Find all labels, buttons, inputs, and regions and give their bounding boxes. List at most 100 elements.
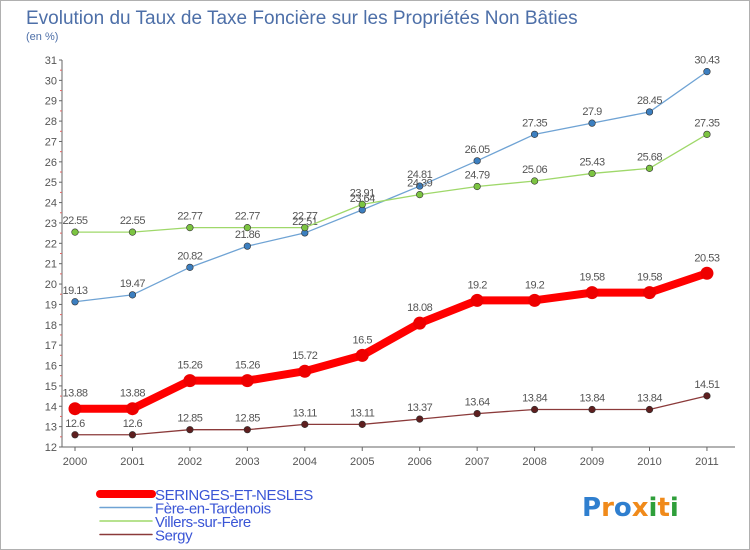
legend-item: SERINGES-ET-NESLES (96, 487, 314, 504)
data-label: 13.88 (120, 388, 145, 400)
data-point (585, 286, 599, 300)
data-point (645, 164, 654, 172)
data-label: 13.84 (580, 393, 605, 405)
y-tick-label: 15 (45, 381, 57, 393)
data-point (128, 291, 137, 299)
legend-label: Sergy (155, 528, 193, 545)
logo-letter: o (614, 493, 632, 523)
series-line (74, 395, 708, 436)
data-label: 28.45 (637, 95, 662, 107)
data-label: 13.88 (62, 388, 87, 400)
logo-letter: r (601, 493, 614, 523)
logo-letter: i (649, 493, 658, 523)
y-tick-label: 31 (45, 55, 57, 67)
data-label: 12.85 (235, 413, 260, 425)
legend-item: Villers-sur-Fère (99, 514, 251, 531)
data-label: 14.51 (694, 379, 719, 391)
data-point (183, 374, 197, 388)
data-label: 13.11 (293, 407, 318, 419)
data-label: 24.81 (407, 169, 432, 181)
series-line (74, 70, 708, 303)
y-tick-label: 21 (45, 259, 57, 271)
data-label: 15.26 (235, 360, 260, 372)
data-point (68, 402, 82, 416)
data-label: 12.6 (123, 418, 143, 430)
data-point (530, 130, 539, 138)
data-point (186, 224, 194, 232)
data-point (703, 68, 711, 76)
series-line (74, 133, 708, 233)
data-label: 15.26 (177, 360, 202, 372)
data-label: 13.64 (465, 397, 490, 409)
data-label: 19.58 (580, 272, 605, 284)
logo-letter: i (670, 493, 679, 523)
y-tick-label: 27 (45, 136, 57, 148)
data-label: 27.9 (582, 106, 602, 118)
y-tick-label: 30 (45, 75, 57, 87)
series-villers-sur-f-re: 22.55 22.55 22.77 22.77 22.77 23.91 24.39 24.79… (62, 117, 720, 236)
data-point (240, 374, 254, 388)
x-tick-label: 2004 (293, 456, 317, 468)
data-point (703, 392, 711, 400)
data-point (358, 200, 366, 209)
data-point (71, 228, 79, 236)
series-seringes-et-nesles: 13.88 13.88 15.26 15.26 15.72 16.5 18.08 19.2 19… (62, 252, 720, 416)
data-point (125, 402, 139, 416)
y-tick-label: 28 (45, 116, 57, 128)
data-point (416, 415, 424, 423)
data-label: 23.64 (350, 193, 375, 205)
data-point (298, 364, 312, 378)
data-point (413, 316, 427, 330)
data-label: 22.77 (292, 211, 317, 223)
legend-label: Villers-sur-Fère (155, 514, 251, 531)
data-label: 18.08 (407, 302, 432, 314)
data-label: 15.72 (292, 350, 317, 362)
data-point (588, 169, 596, 178)
data-label: 13.84 (522, 393, 547, 405)
y-tick-label: 19 (45, 299, 57, 311)
data-point (186, 426, 194, 434)
data-label: 19.2 (467, 279, 487, 291)
y-tick-label: 22 (45, 238, 57, 250)
data-label: 13.84 (637, 393, 662, 405)
data-point (243, 224, 251, 232)
data-point (588, 405, 596, 414)
legend-item: Sergy (99, 528, 193, 545)
x-tick-label: 2007 (465, 456, 489, 468)
series-sergy: 12.6 12.6 12.85 12.85 13.11 13.11 13.37 13.64 13… (65, 379, 720, 439)
data-label: 20.53 (694, 252, 719, 264)
data-point (530, 177, 539, 185)
data-point (530, 405, 539, 414)
data-point (186, 263, 194, 271)
data-point (643, 286, 656, 300)
data-label: 24.39 (407, 178, 432, 190)
data-label: 16.5 (353, 334, 373, 346)
data-label: 19.13 (62, 285, 87, 297)
x-tick-label: 2003 (235, 456, 259, 468)
data-label: 21.86 (235, 229, 260, 241)
data-label: 12.85 (177, 413, 202, 425)
data-label: 22.77 (177, 211, 202, 223)
logo-text: Proxiti (582, 493, 679, 523)
legend-label: SERINGES-ET-NESLES (155, 487, 313, 504)
data-point (528, 293, 542, 307)
data-label: 27.35 (522, 117, 547, 129)
y-tick-label: 16 (45, 361, 57, 373)
y-tick-label: 14 (45, 401, 57, 413)
data-label: 22.55 (62, 215, 87, 227)
data-point (358, 420, 366, 428)
data-point (243, 242, 251, 250)
data-point (301, 420, 309, 428)
y-tick-label: 18 (45, 320, 57, 332)
legend-label: Fère-en-Tardenois (155, 501, 271, 518)
y-tick-label: 20 (45, 279, 57, 291)
proxiti-logo: Proxiti (582, 493, 679, 523)
data-label: 13.11 (350, 407, 375, 419)
data-label: 26.05 (465, 144, 490, 156)
series-line (71, 269, 711, 413)
x-tick-label: 2005 (350, 456, 374, 468)
data-label: 19.2 (525, 279, 545, 291)
data-label: 19.47 (120, 278, 145, 290)
y-tick-label: 17 (45, 340, 57, 352)
